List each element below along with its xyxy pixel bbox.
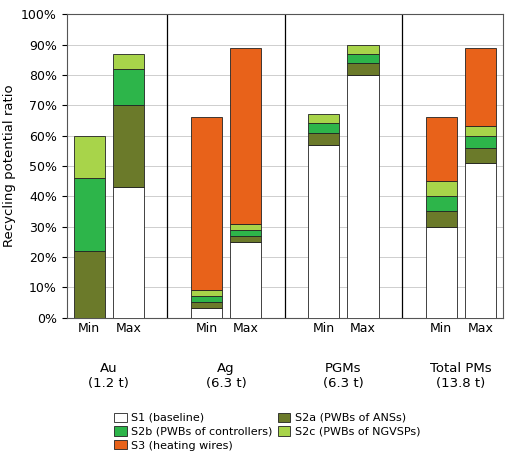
Bar [191,302,222,309]
Bar [425,196,457,211]
Bar [465,127,496,136]
Bar [113,69,144,105]
Bar [425,181,457,196]
Bar [308,123,340,133]
Bar [308,114,340,123]
Bar [230,242,261,318]
Bar [308,133,340,145]
Bar [230,229,261,236]
Bar [347,54,379,63]
Bar [113,105,144,187]
Bar [347,63,379,75]
Bar [191,118,222,290]
Bar [191,296,222,302]
Text: PGMs
(6.3 t): PGMs (6.3 t) [323,362,364,390]
Bar [230,224,261,229]
Text: Au
(1.2 t): Au (1.2 t) [88,362,129,390]
Bar [230,236,261,242]
Bar [191,290,222,296]
Bar [113,54,144,69]
Bar [425,118,457,181]
Legend: S1 (baseline), S2b (PWBs of controllers), S3 (heating wires), S2a (PWBs of ANSs): S1 (baseline), S2b (PWBs of controllers)… [110,408,425,455]
Bar [347,75,379,318]
Bar [465,136,496,148]
Bar [465,148,496,163]
Bar [308,145,340,318]
Bar [73,251,105,318]
Bar [465,163,496,318]
Bar [347,45,379,54]
Bar [230,47,261,224]
Bar [73,136,105,178]
Bar [465,47,496,127]
Bar [113,187,144,318]
Bar [425,227,457,318]
Bar [73,178,105,251]
Text: Total PMs
(13.8 t): Total PMs (13.8 t) [430,362,491,390]
Y-axis label: Recycling potential ratio: Recycling potential ratio [3,84,15,247]
Bar [191,309,222,318]
Text: Ag
(6.3 t): Ag (6.3 t) [206,362,246,390]
Bar [425,211,457,227]
